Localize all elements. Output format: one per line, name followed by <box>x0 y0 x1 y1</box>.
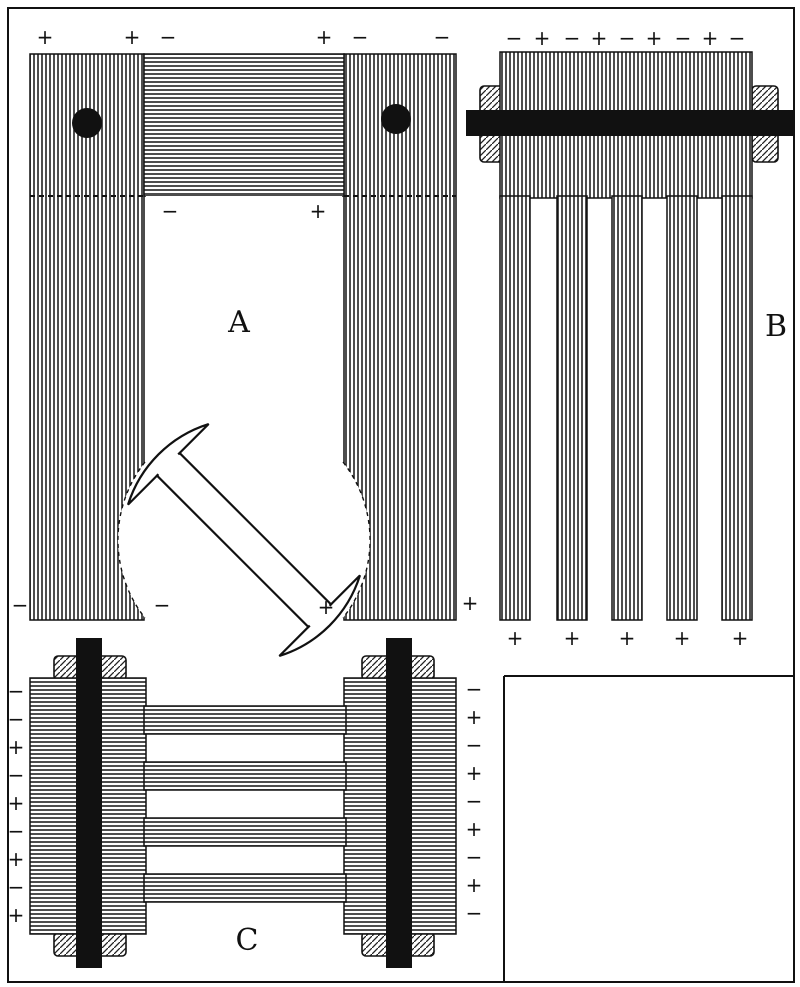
polarity-sign: + <box>8 903 25 927</box>
polarity-sign: − <box>466 733 483 757</box>
polarity-sign: + <box>37 25 54 49</box>
a-bolt-hole-left <box>72 108 102 138</box>
polarity-sign: + <box>8 847 25 871</box>
polarity-sign: − <box>675 26 692 50</box>
c-bolt-left <box>76 638 102 968</box>
figure-b: B − + − + − + − + − + + + + + <box>466 26 794 650</box>
a-polarity-top: + + − + − − <box>37 25 451 49</box>
c-polarity-right: − + − + − + − + − <box>466 677 483 925</box>
b-polarity-bottom: + + + + + <box>507 626 749 650</box>
a-yoke <box>143 53 345 197</box>
polarity-sign: − <box>8 679 25 703</box>
polarity-sign: + <box>466 817 483 841</box>
polarity-sign: − <box>729 26 746 50</box>
polarity-sign: − <box>466 789 483 813</box>
polarity-sign: + <box>534 26 551 50</box>
b-clamp-bolt <box>466 110 794 136</box>
polarity-sign: + <box>8 735 25 759</box>
polarity-sign: − <box>8 707 25 731</box>
polarity-sign: − <box>466 901 483 925</box>
c-polarity-left: − − + − + − + − + <box>8 679 25 927</box>
a-bolt-hole-right <box>381 104 411 134</box>
polarity-sign: + <box>466 873 483 897</box>
polarity-sign: + <box>316 25 333 49</box>
polarity-sign: − <box>12 593 29 617</box>
polarity-sign: + <box>507 626 524 650</box>
polarity-sign: + <box>310 199 327 223</box>
polarity-sign: − <box>8 763 25 787</box>
polarity-sign: − <box>434 25 451 49</box>
polarity-sign: + <box>702 26 719 50</box>
polarity-sign: − <box>352 25 369 49</box>
figure-c: C − − + − + − + − + − + − + − + − + − <box>8 638 483 968</box>
a-armature <box>117 414 371 666</box>
label-c: C <box>236 923 259 958</box>
c-bars <box>143 705 347 903</box>
polarity-sign: + <box>732 626 749 650</box>
polarity-sign: − <box>466 677 483 701</box>
polarity-sign: − <box>506 26 523 50</box>
polarity-sign: + <box>462 591 479 615</box>
polarity-sign: + <box>466 705 483 729</box>
polarity-sign: − <box>160 25 177 49</box>
polarity-sign: + <box>674 626 691 650</box>
polarity-sign: + <box>318 595 335 619</box>
b-polarity-top: − + − + − + − + − <box>506 26 746 50</box>
polarity-sign: + <box>564 626 581 650</box>
polarity-sign: + <box>619 626 636 650</box>
figure-a: A + + − + − − − + − − + + <box>12 25 479 666</box>
polarity-sign: − <box>154 593 171 617</box>
label-a: A <box>227 305 250 340</box>
polarity-sign: + <box>591 26 608 50</box>
a-polarity-inner: − + <box>162 199 327 223</box>
polarity-sign: + <box>466 761 483 785</box>
polarity-sign: − <box>8 819 25 843</box>
label-b: B <box>765 309 787 344</box>
polarity-sign: + <box>8 791 25 815</box>
figure-frame <box>7 7 795 983</box>
b-plate-legs <box>499 195 753 621</box>
polarity-sign: − <box>162 199 179 223</box>
polarity-sign: − <box>466 845 483 869</box>
polarity-sign: − <box>619 26 636 50</box>
polarity-sign: − <box>564 26 581 50</box>
a-polarity-bottom: − − + + <box>12 591 479 619</box>
polarity-sign: − <box>8 875 25 899</box>
c-bolt-right <box>386 638 412 968</box>
polarity-sign: + <box>646 26 663 50</box>
polarity-sign: + <box>124 25 141 49</box>
